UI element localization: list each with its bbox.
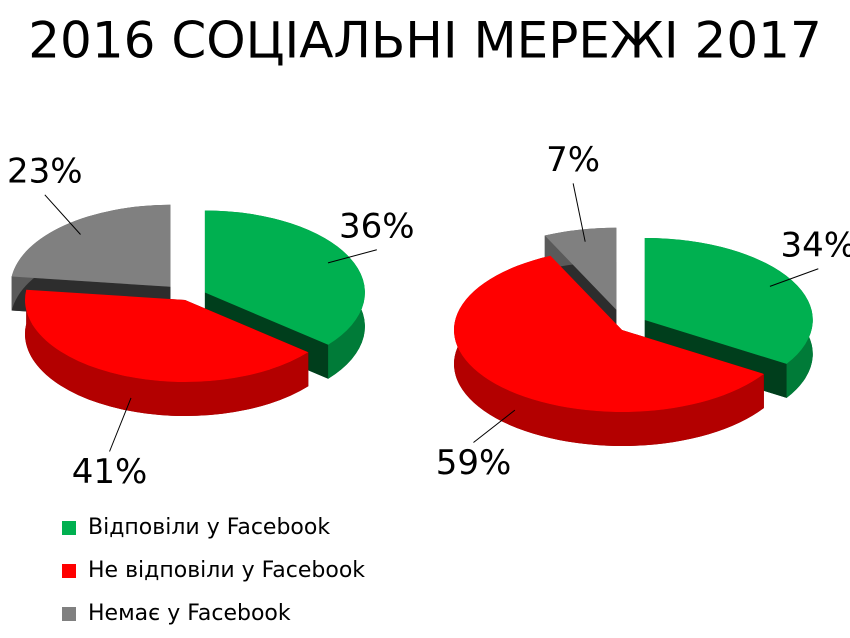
legend-label: Не відповіли у Facebook	[88, 558, 365, 583]
leader-line	[327, 249, 377, 264]
leader-line	[572, 183, 586, 242]
leader-line	[44, 194, 81, 235]
chart-title: 2016 СОЦІАЛЬНІ МЕРЕЖІ 2017	[28, 12, 822, 70]
slice	[454, 255, 764, 412]
slice	[25, 289, 309, 382]
leader-line	[473, 409, 516, 443]
legend-label: Відповіли у Facebook	[88, 515, 330, 540]
data-label: 34%	[781, 225, 850, 265]
data-label: 41%	[72, 452, 148, 492]
slice	[204, 210, 365, 345]
slice-side	[25, 289, 309, 416]
slice	[544, 227, 617, 310]
data-label: 23%	[7, 151, 83, 191]
legend-label: Немає у Facebook	[88, 601, 291, 626]
slice	[11, 204, 171, 287]
leader-line	[769, 268, 819, 287]
data-label: 7%	[546, 140, 600, 180]
pie-tops	[454, 227, 813, 412]
leader-line	[109, 397, 132, 452]
data-label: 36%	[339, 206, 415, 246]
slice	[644, 237, 813, 364]
legend-swatch	[62, 564, 76, 578]
pie-tops	[11, 204, 365, 382]
legend-swatch	[62, 607, 76, 621]
data-label: 59%	[436, 443, 512, 483]
legend-swatch	[62, 521, 76, 535]
